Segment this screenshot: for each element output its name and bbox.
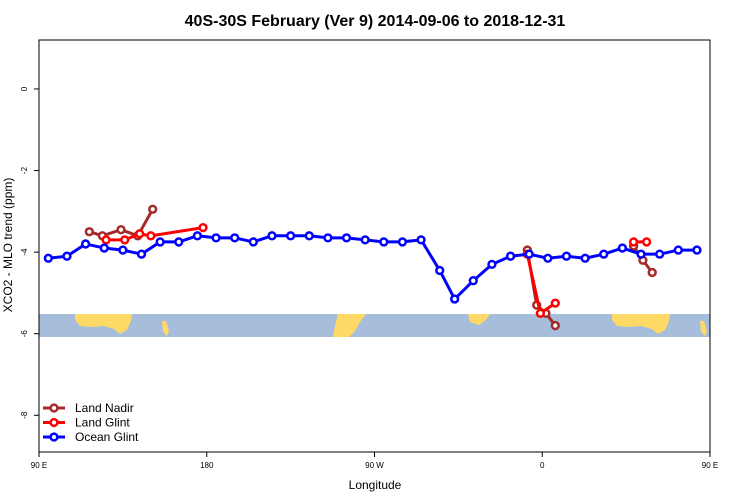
data-point <box>43 253 53 263</box>
data-point <box>397 237 408 247</box>
axes: 90 E 180 90 W 0 90 E 0 -2 -4 -6 -8 <box>20 39 718 470</box>
map-land-6 <box>700 321 707 336</box>
map-land-1 <box>75 314 132 334</box>
data-point <box>360 235 370 245</box>
data-point <box>580 253 590 263</box>
data-point <box>641 237 652 247</box>
series-ocean-glint <box>43 231 702 304</box>
y-tick-label: -4 <box>20 248 29 256</box>
data-point <box>120 235 130 245</box>
data-point <box>174 237 184 247</box>
y-tick-label: 0 <box>20 86 29 91</box>
map-land-2 <box>162 321 169 336</box>
chart-title: 40S-30S February (Ver 9) 2014-09-06 to 2… <box>185 13 566 30</box>
data-point <box>550 298 560 308</box>
data-point <box>101 235 111 245</box>
map-land-5 <box>612 314 670 334</box>
data-point <box>655 249 665 259</box>
data-point <box>617 243 628 253</box>
plot-frame <box>38 39 711 453</box>
data-point <box>636 249 646 259</box>
data-point <box>435 265 445 276</box>
data-point <box>135 229 145 239</box>
y-tick-label: -2 <box>20 166 29 174</box>
data-point <box>341 233 352 243</box>
data-point <box>116 225 126 235</box>
series-land-glint <box>101 222 652 318</box>
x-tick-label: 90 E <box>702 461 718 470</box>
data-point <box>118 245 128 255</box>
series-line <box>48 234 697 302</box>
y-tick-label: -8 <box>20 411 29 419</box>
data-point <box>524 249 534 259</box>
data-point <box>230 233 240 243</box>
data-point <box>99 243 109 253</box>
data-point <box>550 320 560 331</box>
data-point <box>692 245 702 255</box>
x-tick-label: 180 <box>200 461 214 470</box>
legend-marker <box>49 417 59 428</box>
x-tick-label: 90 W <box>365 461 384 470</box>
data-point <box>198 222 208 233</box>
data-point <box>487 259 497 270</box>
data-point <box>84 227 94 237</box>
data-point <box>505 251 516 261</box>
legend-label: Ocean Glint <box>75 430 139 444</box>
legend-label: Land Glint <box>75 416 130 430</box>
data-point <box>416 235 426 245</box>
data-point <box>599 249 609 259</box>
data-point <box>379 237 389 247</box>
data-point <box>80 239 91 249</box>
data-point <box>211 233 221 243</box>
data-point <box>146 231 156 241</box>
data-point <box>267 231 277 241</box>
x-axis-label: Longitude <box>349 478 402 492</box>
legend-marker <box>49 403 59 413</box>
y-tick-label: -6 <box>20 330 29 338</box>
data-point <box>148 204 158 214</box>
data-point <box>449 294 460 304</box>
legend-marker <box>49 432 59 442</box>
series-land-nadir <box>84 204 657 331</box>
data-point <box>561 251 572 261</box>
data-point <box>628 237 639 247</box>
data-point <box>192 231 203 241</box>
legend-label: Land Nadir <box>75 401 134 415</box>
data-point <box>285 231 296 241</box>
data-point <box>155 237 165 247</box>
data-point <box>468 276 478 286</box>
x-tick-label: 90 E <box>31 461 47 470</box>
data-point <box>543 253 553 263</box>
map-land-4 <box>468 314 490 325</box>
x-tick-label: 0 <box>540 461 545 470</box>
data-point <box>673 245 683 255</box>
map-ocean <box>39 314 710 337</box>
data-point <box>248 237 258 247</box>
data-point <box>136 249 147 259</box>
data-point <box>647 267 657 278</box>
series-layer <box>43 204 702 331</box>
map-land-3 <box>333 314 366 337</box>
data-point <box>304 231 314 241</box>
data-point <box>62 251 72 261</box>
y-axis-label: XCO2 - MLO trend (ppm) <box>1 178 15 313</box>
map-band <box>39 314 710 337</box>
data-point <box>535 308 546 318</box>
data-point <box>323 233 333 243</box>
